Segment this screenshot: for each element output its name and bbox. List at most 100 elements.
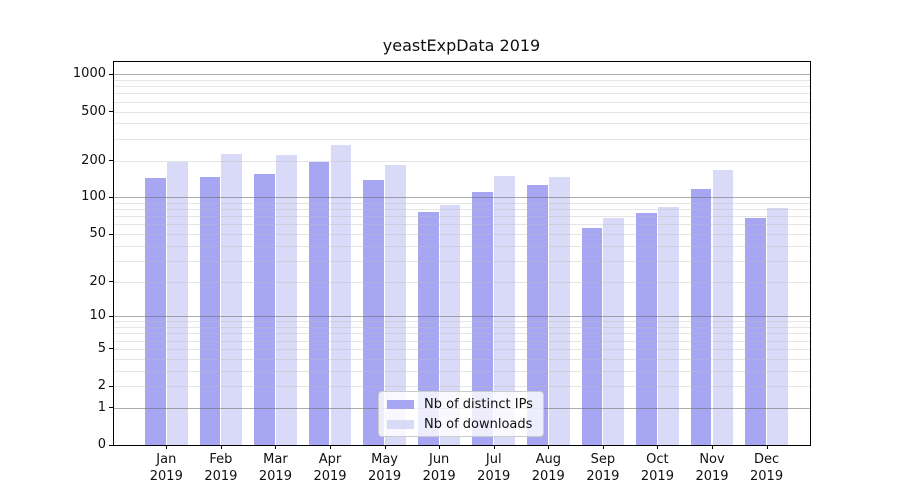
bar-distinct-ips-may bbox=[363, 179, 385, 445]
legend-item-distinct-ips: Nb of distinct IPs bbox=[387, 396, 535, 413]
x-tick-mark-apr bbox=[330, 445, 331, 449]
x-tick-mark-dec bbox=[766, 445, 768, 449]
x-tick-mark-jul bbox=[493, 445, 495, 449]
x-tick-label-jun: Jun 2019 bbox=[407, 452, 471, 485]
x-tick-label-mar: Mar 2019 bbox=[243, 452, 307, 485]
bar-distinct-ips-jan bbox=[145, 178, 166, 445]
y-tick-label-0: 0 bbox=[97, 437, 106, 452]
bar-downloads-sep bbox=[603, 217, 625, 445]
gridline-minor-900 bbox=[114, 80, 810, 82]
x-tick-mark-aug bbox=[548, 445, 550, 449]
x-tick-year-dec: 2019 bbox=[750, 468, 784, 484]
y-tick-mark-1000 bbox=[109, 73, 114, 75]
bar-downloads-jul bbox=[494, 175, 515, 445]
y-tick-mark-0 bbox=[109, 444, 114, 446]
bar-distinct-ips-jun bbox=[417, 211, 439, 445]
y-tick-label-20: 20 bbox=[89, 273, 106, 289]
bar-distinct-ips-mar bbox=[254, 174, 275, 445]
bar-downloads-nov bbox=[712, 169, 734, 445]
x-tick-year-feb: 2019 bbox=[204, 468, 238, 484]
bar-distinct-ips-jul bbox=[472, 192, 494, 445]
y-tick-label-200: 200 bbox=[81, 152, 106, 168]
y-tick-mark-2 bbox=[109, 385, 114, 387]
plot-area: 1000 500 200 100 50 20 10 5 2 1 0 Jan 2019 Feb 2019 Mar… bbox=[73, 61, 811, 484]
gridline-minor-60 bbox=[114, 224, 810, 226]
x-tick-label-oct: Oct 2019 bbox=[625, 452, 689, 485]
gridline-minor-70 bbox=[114, 216, 810, 218]
bar-distinct-ips-aug bbox=[527, 184, 548, 445]
y-tick-mark-5 bbox=[109, 348, 114, 350]
gridline-minor-200 bbox=[114, 160, 810, 162]
y-tick-label-500: 500 bbox=[81, 103, 106, 119]
bar-distinct-ips-feb bbox=[199, 176, 221, 445]
bar-downloads-feb bbox=[221, 153, 243, 445]
bar-downloads-apr bbox=[330, 145, 352, 445]
x-tick-year-aug: 2019 bbox=[531, 468, 565, 484]
x-tick-label-nov: Nov 2019 bbox=[680, 452, 744, 485]
y-tick-mark-20 bbox=[109, 281, 114, 283]
y-tick-mark-200 bbox=[109, 160, 114, 161]
bar-downloads-mar bbox=[275, 154, 297, 445]
bar-downloads-oct bbox=[657, 206, 679, 445]
gridline-minor-5 bbox=[114, 348, 810, 350]
x-tick-year-jul: 2019 bbox=[477, 468, 511, 484]
legend-swatch-downloads bbox=[387, 419, 414, 429]
x-tick-year-sep: 2019 bbox=[586, 468, 620, 484]
y-tick-label-50: 50 bbox=[89, 226, 106, 242]
chart-title: yeastExpData 2019 bbox=[382, 36, 541, 55]
gridline-minor-9 bbox=[114, 321, 810, 323]
x-tick-year-mar: 2019 bbox=[258, 468, 292, 484]
legend-swatch-distinct-ips bbox=[387, 399, 414, 409]
y-tick-label-1: 1 bbox=[97, 399, 106, 415]
legend: Nb of distinct IPs Nb of downloads bbox=[378, 391, 544, 437]
gridline-minor-20 bbox=[114, 281, 810, 283]
x-tick-year-oct: 2019 bbox=[640, 468, 674, 484]
gridline-minor-90 bbox=[114, 203, 810, 205]
bar-distinct-ips-sep bbox=[581, 228, 603, 445]
y-tick-mark-1 bbox=[109, 407, 114, 409]
x-tick-mark-jan bbox=[166, 445, 168, 449]
legend-label-distinct-ips: Nb of distinct IPs bbox=[424, 396, 533, 412]
bar-downloads-may bbox=[385, 164, 406, 445]
x-tick-mark-mar bbox=[275, 445, 277, 449]
x-tick-mark-nov bbox=[712, 445, 713, 449]
bar-downloads-jun bbox=[439, 205, 461, 445]
x-tick-year-apr: 2019 bbox=[313, 468, 347, 484]
y-tick-label-100: 100 bbox=[81, 189, 106, 205]
gridline-minor-80 bbox=[114, 209, 810, 211]
x-tick-mark-feb bbox=[220, 445, 222, 449]
x-tick-label-sep: Sep 2019 bbox=[571, 452, 635, 485]
y-tick-mark-100 bbox=[109, 196, 114, 198]
gridline-minor-300 bbox=[114, 138, 810, 140]
gridline-minor-2 bbox=[114, 386, 810, 388]
x-tick-label-may: May 2019 bbox=[353, 452, 417, 485]
x-tick-label-jul: Jul 2019 bbox=[462, 452, 526, 485]
x-tick-year-jan: 2019 bbox=[149, 468, 183, 484]
gridline-minor-8 bbox=[114, 327, 810, 329]
y-tick-label-2: 2 bbox=[97, 378, 106, 394]
x-tick-label-dec: Dec 2019 bbox=[735, 452, 799, 485]
legend-label-downloads: Nb of downloads bbox=[424, 416, 533, 432]
y-tick-mark-50 bbox=[109, 233, 114, 235]
x-tick-mark-sep bbox=[602, 445, 604, 449]
gridline-minor-7 bbox=[114, 333, 810, 335]
bar-distinct-ips-apr bbox=[308, 161, 330, 445]
gridline-major-10 bbox=[114, 316, 810, 318]
x-tick-year-jun: 2019 bbox=[422, 468, 456, 484]
gridline-minor-3 bbox=[114, 370, 810, 372]
x-tick-label-jan: Jan 2019 bbox=[134, 452, 198, 485]
x-tick-year-nov: 2019 bbox=[695, 468, 729, 484]
x-tick-mark-jun bbox=[439, 445, 441, 449]
bar-downloads-jan bbox=[166, 161, 188, 445]
bar-distinct-ips-oct bbox=[636, 213, 657, 445]
x-tick-label-feb: Feb 2019 bbox=[189, 452, 253, 485]
y-tick-label-1000: 1000 bbox=[72, 66, 106, 82]
gridline-minor-400 bbox=[114, 123, 810, 125]
gridline-major-1000 bbox=[114, 74, 810, 76]
x-tick-mark-oct bbox=[657, 445, 659, 449]
gridline-major-100 bbox=[114, 197, 810, 199]
x-tick-year-may: 2019 bbox=[368, 468, 402, 484]
gridline-minor-500 bbox=[114, 111, 810, 113]
bar-downloads-aug bbox=[548, 176, 570, 445]
